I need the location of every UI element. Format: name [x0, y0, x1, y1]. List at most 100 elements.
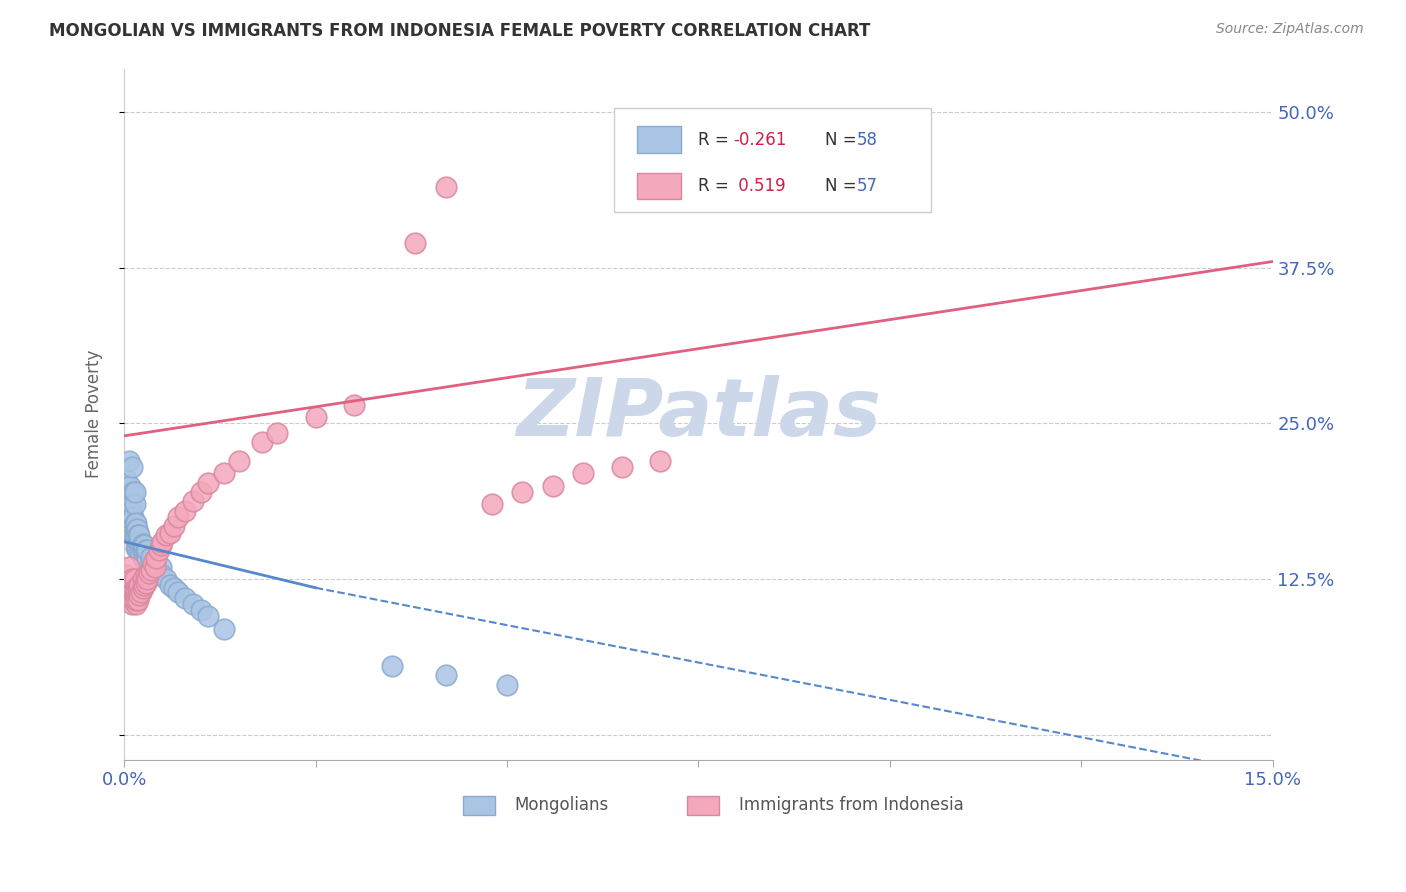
Text: 58: 58 [856, 130, 877, 149]
Point [496, 678, 519, 692]
Point [136, 543, 159, 558]
Point [148, 566, 170, 580]
Point [174, 503, 197, 517]
Bar [688, 796, 718, 815]
Point [149, 559, 172, 574]
Point [135, 575, 157, 590]
Point [125, 584, 148, 599]
Text: Mongolians: Mongolians [515, 796, 609, 814]
Bar [463, 796, 495, 815]
Point [135, 543, 157, 558]
Point [212, 622, 235, 636]
Point [139, 549, 162, 564]
Bar [637, 127, 681, 153]
Point [434, 668, 457, 682]
Point [127, 528, 149, 542]
Bar [637, 173, 681, 199]
Point [120, 491, 142, 505]
Point [124, 484, 146, 499]
Point [404, 235, 426, 250]
Point [114, 568, 136, 582]
Point [197, 476, 219, 491]
Text: 0.519: 0.519 [733, 178, 786, 195]
Point [304, 410, 326, 425]
Point [128, 578, 150, 592]
Y-axis label: Female Poverty: Female Poverty [86, 350, 103, 478]
Point [152, 568, 174, 582]
Point [166, 509, 188, 524]
Point [163, 518, 186, 533]
Text: N =: N = [825, 130, 862, 149]
Point [121, 572, 143, 586]
FancyBboxPatch shape [614, 108, 931, 212]
Point [129, 541, 152, 555]
Point [118, 497, 141, 511]
Point [120, 591, 142, 605]
Point [190, 603, 212, 617]
Point [197, 609, 219, 624]
Point [127, 541, 149, 555]
Point [118, 454, 141, 468]
Point [128, 543, 150, 558]
Point [610, 460, 633, 475]
Point [142, 556, 165, 570]
Point [159, 526, 181, 541]
Point [143, 559, 166, 574]
Point [145, 550, 167, 565]
Point [541, 478, 564, 492]
Point [129, 547, 152, 561]
Point [510, 484, 533, 499]
Point [124, 588, 146, 602]
Point [124, 516, 146, 530]
Point [127, 587, 149, 601]
Point [115, 591, 138, 605]
Point [648, 454, 671, 468]
Point [124, 528, 146, 542]
Point [148, 543, 170, 558]
Text: MONGOLIAN VS IMMIGRANTS FROM INDONESIA FEMALE POVERTY CORRELATION CHART: MONGOLIAN VS IMMIGRANTS FROM INDONESIA F… [49, 22, 870, 40]
Point [125, 522, 148, 536]
Point [131, 537, 153, 551]
Point [124, 597, 146, 611]
Point [125, 516, 148, 530]
Text: N =: N = [825, 178, 862, 195]
Point [149, 538, 172, 552]
Text: ZIPatlas: ZIPatlas [516, 375, 880, 453]
Text: 57: 57 [856, 178, 877, 195]
Text: -0.261: -0.261 [733, 130, 786, 149]
Point [159, 578, 181, 592]
Point [121, 497, 143, 511]
Point [132, 538, 155, 552]
Point [250, 435, 273, 450]
Point [127, 534, 149, 549]
Point [131, 581, 153, 595]
Point [343, 398, 366, 412]
Point [155, 528, 177, 542]
Point [132, 578, 155, 592]
Point [131, 572, 153, 586]
Point [132, 553, 155, 567]
Point [121, 597, 143, 611]
Text: Source: ZipAtlas.com: Source: ZipAtlas.com [1216, 22, 1364, 37]
Point [124, 572, 146, 586]
Point [181, 493, 204, 508]
Point [127, 534, 149, 549]
Point [163, 581, 186, 595]
Point [120, 478, 142, 492]
Point [166, 584, 188, 599]
Point [115, 509, 138, 524]
Point [127, 593, 149, 607]
Point [118, 581, 141, 595]
Point [135, 549, 157, 564]
Point [114, 472, 136, 486]
Point [212, 467, 235, 481]
Point [124, 534, 146, 549]
Point [266, 426, 288, 441]
Point [128, 528, 150, 542]
Point [139, 556, 162, 570]
Point [155, 572, 177, 586]
Point [139, 563, 162, 577]
Point [132, 543, 155, 558]
Point [125, 593, 148, 607]
Point [142, 559, 165, 574]
